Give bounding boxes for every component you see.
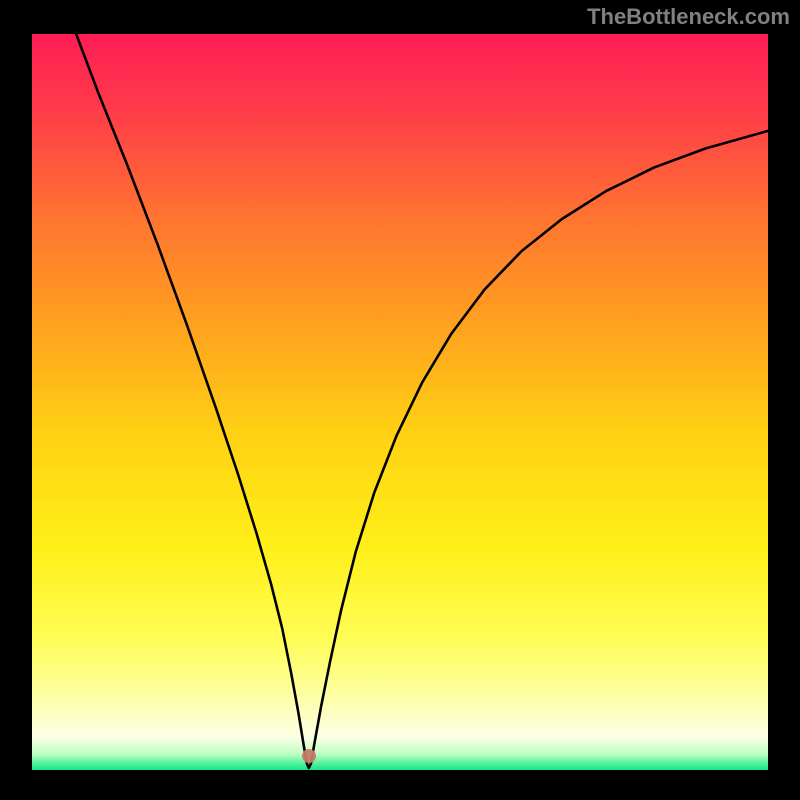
curve-path <box>76 34 768 768</box>
bottleneck-curve <box>32 34 768 768</box>
watermark-text: TheBottleneck.com <box>587 4 790 30</box>
plot-area <box>32 34 768 768</box>
optimum-marker <box>302 749 316 763</box>
